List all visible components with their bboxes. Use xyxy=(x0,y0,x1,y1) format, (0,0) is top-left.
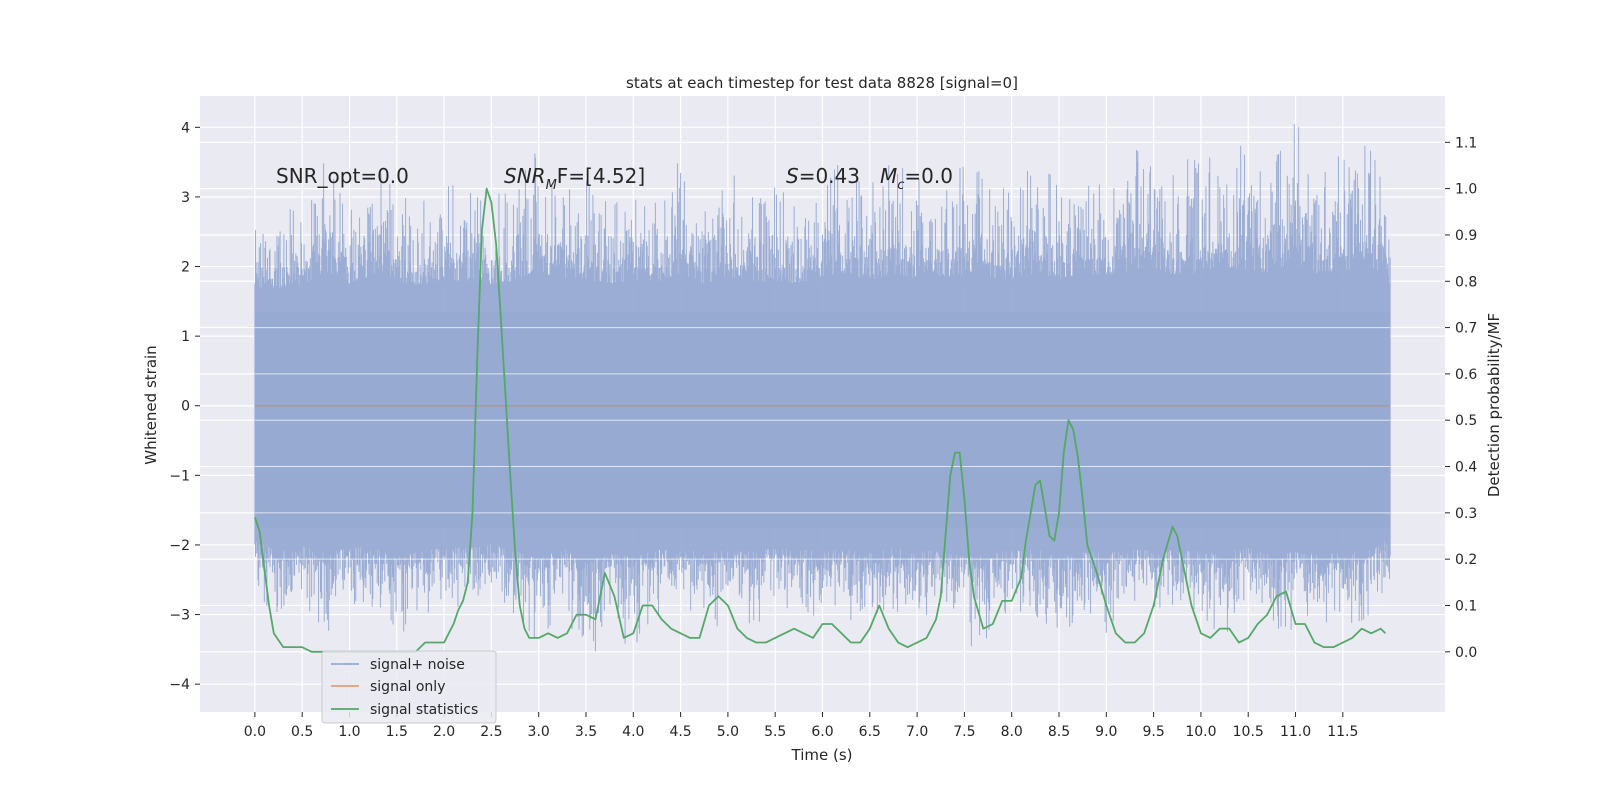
annotation-s: S=0.43 xyxy=(786,164,860,188)
x-tick-label: 6.0 xyxy=(811,724,833,740)
y2-tick-label: 0.3 xyxy=(1455,506,1477,522)
annotation-snr-mf-sub: M xyxy=(546,178,557,193)
chart-title: stats at each timestep for test data 882… xyxy=(626,74,1018,92)
annotation-snr-mf: SNRMF=[4.52] xyxy=(504,164,645,193)
y2-tick-label: 1.1 xyxy=(1455,135,1477,151)
x-axis-label: Time (s) xyxy=(791,746,853,764)
annotation-s-rest: =0.43 xyxy=(799,164,860,188)
y2-tick-label: 0.1 xyxy=(1455,598,1477,614)
y2-tick-label: 0.9 xyxy=(1455,228,1477,244)
legend-label-signal-only: signal only xyxy=(370,679,445,695)
y-tick-label: 2 xyxy=(181,260,190,276)
annotation-s-main: S xyxy=(786,164,799,188)
x-tick-label: 10.0 xyxy=(1185,724,1216,740)
y-tick-label: −2 xyxy=(169,538,190,554)
y-tick-label: −3 xyxy=(169,608,190,624)
x-tick-label: 1.0 xyxy=(338,724,360,740)
y-tick-label: 0 xyxy=(181,399,190,415)
annotation-mc-sub: c xyxy=(897,178,904,193)
x-tick-label: 7.0 xyxy=(906,724,928,740)
annotation-snr-opt: SNR_opt=0.0 xyxy=(276,164,409,188)
signal-statistics-series xyxy=(254,187,1387,653)
x-axis-ticks: 0.0 0.5 1.0 1.5 2.0 2.5 3.0 3.5 4.0 4.5 5.0 5.5 6.0 6… xyxy=(244,712,1358,740)
x-tick-label: 2.0 xyxy=(433,724,455,740)
x-tick-label: 4.5 xyxy=(669,724,691,740)
x-tick-label: 8.0 xyxy=(1001,724,1023,740)
y2-axis-ticks: 0.0 0.1 0.2 0.3 0.4 0.5 0.6 0.7 0.8 0.9 1.0 1.1 xyxy=(1445,135,1477,661)
x-tick-label: 8.5 xyxy=(1048,724,1070,740)
y2-tick-label: 0.8 xyxy=(1455,274,1477,290)
y-axis-label: Whitened strain xyxy=(142,345,160,464)
x-tick-label: 11.0 xyxy=(1280,724,1311,740)
legend-label-signal-statistics: signal statistics xyxy=(370,702,478,718)
y-tick-label: 3 xyxy=(181,190,190,206)
x-tick-label: 2.5 xyxy=(480,724,502,740)
signal-noise-series xyxy=(254,124,1391,652)
annotation-snr-mf-rest: F=[4.52] xyxy=(557,164,645,188)
signal-statistics-line xyxy=(254,187,1387,653)
annotation-mc-main: M xyxy=(880,164,897,188)
y2-tick-label: 0.2 xyxy=(1455,552,1477,568)
x-tick-label: 1.5 xyxy=(386,724,408,740)
x-tick-label: 5.0 xyxy=(717,724,739,740)
y2-tick-label: 0.0 xyxy=(1455,645,1477,661)
x-tick-label: 11.5 xyxy=(1327,724,1358,740)
y-tick-label: 1 xyxy=(181,329,190,345)
x-tick-label: 4.0 xyxy=(622,724,644,740)
y2-tick-label: 0.7 xyxy=(1455,321,1477,337)
y2-axis-label: Detection probability/MF xyxy=(1485,313,1503,497)
noise-trace xyxy=(254,124,1391,652)
y-tick-label: −1 xyxy=(169,468,190,484)
annotation-snr-mf-main: SNR xyxy=(504,164,546,188)
y-tick-label: −4 xyxy=(169,677,190,693)
x-tick-label: 5.5 xyxy=(764,724,786,740)
y-axis-ticks: −4 −3 −2 −1 0 1 2 3 4 xyxy=(169,120,200,693)
legend-label-signal-noise: signal+ noise xyxy=(370,657,465,673)
x-tick-label: 0.5 xyxy=(291,724,313,740)
x-tick-label: 3.5 xyxy=(575,724,597,740)
x-tick-label: 9.0 xyxy=(1095,724,1117,740)
y2-tick-label: 1.0 xyxy=(1455,182,1477,198)
x-tick-label: 3.0 xyxy=(528,724,550,740)
y2-tick-label: 0.6 xyxy=(1455,367,1477,383)
y2-tick-label: 0.4 xyxy=(1455,460,1477,476)
annotation-mc: Mc=0.0 xyxy=(880,164,953,193)
annotation-mc-rest: =0.0 xyxy=(904,164,953,188)
x-tick-label: 7.5 xyxy=(953,724,975,740)
y2-tick-label: 0.5 xyxy=(1455,413,1477,429)
x-tick-label: 0.0 xyxy=(244,724,266,740)
x-tick-label: 10.5 xyxy=(1233,724,1264,740)
legend: signal+ noise signal only signal statist… xyxy=(321,650,497,724)
x-tick-label: 6.5 xyxy=(859,724,881,740)
x-tick-label: 9.5 xyxy=(1142,724,1164,740)
y-tick-label: 4 xyxy=(181,120,190,136)
legend-box xyxy=(321,650,497,724)
